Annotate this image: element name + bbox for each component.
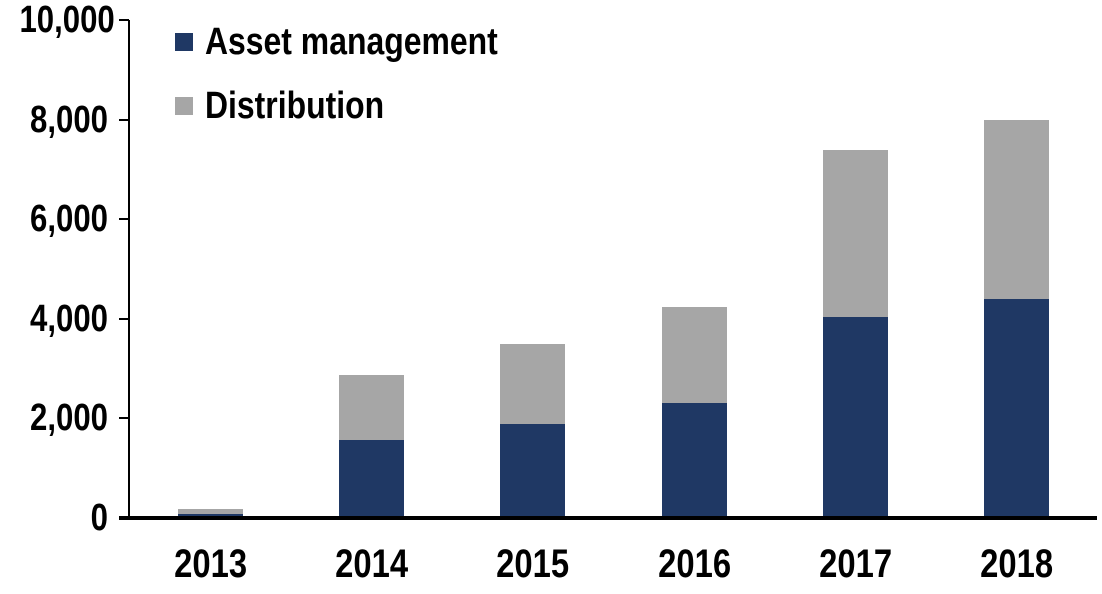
bar-segment-asset-management-2017 bbox=[822, 317, 888, 518]
x-axis-label-2015: 2015 bbox=[496, 542, 570, 586]
plot-area bbox=[130, 20, 1097, 518]
stacked-bar-2018 bbox=[983, 119, 1049, 518]
y-axis-tick bbox=[119, 118, 129, 121]
x-axis-label-2018: 2018 bbox=[979, 542, 1053, 586]
legend-swatch-asset-management-icon bbox=[175, 33, 193, 51]
x-axis-label-2017: 2017 bbox=[818, 542, 892, 586]
bar-segment-asset-management-2014 bbox=[339, 440, 405, 518]
bar-group-2013 bbox=[130, 20, 291, 518]
y-axis-tick bbox=[119, 317, 129, 320]
y-axis-tick-label: 8,000 bbox=[30, 98, 108, 141]
bar-segment-distribution-2014 bbox=[339, 375, 405, 441]
bar-segment-distribution-2018 bbox=[983, 119, 1049, 299]
x-axis-label-2014: 2014 bbox=[335, 542, 409, 586]
bar-segment-distribution-2013 bbox=[178, 509, 244, 515]
y-axis-line bbox=[128, 20, 130, 520]
y-axis-tick-label: 6,000 bbox=[30, 198, 108, 241]
stacked-bar-2017 bbox=[822, 150, 888, 518]
bar-segment-distribution-2017 bbox=[822, 150, 888, 318]
y-axis-tick bbox=[119, 417, 129, 420]
y-axis-tick-label: 0 bbox=[90, 497, 108, 539]
bars-container bbox=[130, 20, 1097, 518]
bar-segment-distribution-2015 bbox=[500, 343, 566, 424]
y-axis-tick-label: 4,000 bbox=[30, 297, 108, 340]
stacked-bar-2014 bbox=[339, 375, 405, 518]
stacked-bar-2016 bbox=[661, 306, 727, 518]
stacked-bar-2015 bbox=[500, 343, 566, 518]
legend-item-distribution: Distribution bbox=[175, 85, 553, 127]
y-axis-tick-label: 10,000 bbox=[19, 0, 115, 41]
x-axis-label-2013: 2013 bbox=[174, 542, 248, 586]
bar-group-2014 bbox=[291, 20, 452, 518]
bar-group-2018 bbox=[936, 20, 1097, 518]
x-axis-label-2016: 2016 bbox=[657, 542, 731, 586]
bar-segment-distribution-2016 bbox=[661, 306, 727, 404]
y-axis-tick-label: 2,000 bbox=[30, 397, 108, 440]
legend-label-asset-management: Asset management bbox=[205, 21, 498, 63]
x-axis-line bbox=[119, 516, 1097, 520]
bar-group-2017 bbox=[775, 20, 936, 518]
x-axis-labels: 2013 2014 2015 2016 2017 2018 bbox=[130, 542, 1097, 586]
bar-segment-asset-management-2015 bbox=[500, 423, 566, 518]
y-axis-tick bbox=[119, 218, 129, 221]
legend-swatch-distribution-icon bbox=[175, 97, 193, 115]
bar-group-2016 bbox=[614, 20, 775, 518]
bar-segment-asset-management-2018 bbox=[983, 298, 1049, 518]
legend: Asset management Distribution bbox=[175, 21, 553, 152]
bar-group-2015 bbox=[452, 20, 613, 518]
y-axis-tick bbox=[119, 19, 129, 21]
legend-label-distribution: Distribution bbox=[205, 85, 385, 127]
legend-item-asset-management: Asset management bbox=[175, 21, 553, 63]
bar-segment-asset-management-2016 bbox=[661, 403, 727, 518]
